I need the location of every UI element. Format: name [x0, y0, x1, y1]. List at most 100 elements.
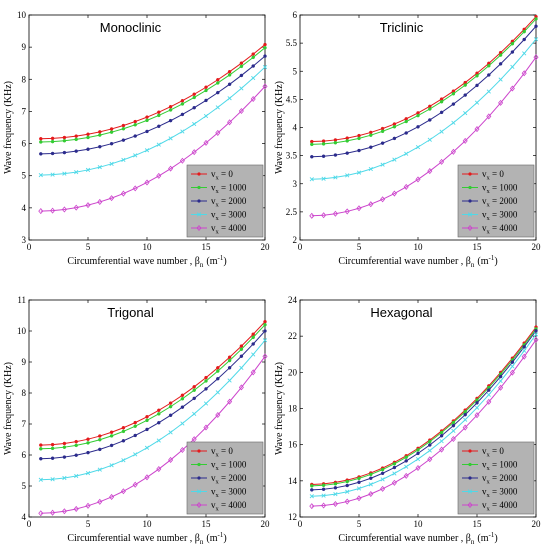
data-point — [415, 145, 421, 150]
data-point — [345, 139, 349, 143]
legend-marker — [197, 185, 201, 190]
data-point — [427, 168, 433, 175]
series-3000 — [309, 332, 539, 499]
data-point — [156, 142, 161, 147]
y-axis-label: Wave frequency (KHz) — [274, 81, 285, 174]
data-point — [216, 81, 220, 85]
data-point — [98, 130, 102, 134]
x-tick-label: 20 — [261, 519, 271, 529]
data-point — [133, 420, 137, 425]
data-point — [333, 482, 338, 486]
y-axis-label: Wave frequency (KHz) — [3, 362, 14, 455]
data-point — [62, 475, 67, 481]
y-axis-label: Wave frequency (KHz) — [3, 81, 14, 174]
series-3000 — [38, 64, 268, 178]
data-point — [263, 54, 267, 58]
legend-box — [186, 164, 264, 238]
series-line — [40, 321, 266, 446]
data-point — [227, 355, 232, 360]
legend-marker — [468, 199, 472, 203]
data-point — [345, 151, 349, 155]
legend-label: vx = 3000 — [482, 210, 518, 223]
data-point — [522, 51, 527, 56]
x-axis-label: Circumferential wave number , βn (m-1) — [67, 254, 226, 269]
data-point — [168, 456, 174, 463]
data-point — [97, 198, 103, 205]
x-tick-label: 20 — [532, 242, 542, 252]
data-point — [404, 459, 408, 463]
x-tick-label: 0 — [298, 519, 303, 529]
data-point — [74, 443, 78, 448]
x-tick-label: 0 — [298, 242, 303, 252]
data-point — [227, 82, 232, 87]
data-point — [427, 137, 432, 142]
data-point — [251, 332, 255, 336]
data-point — [121, 126, 126, 131]
data-point — [533, 336, 539, 343]
data-point — [216, 366, 220, 370]
data-point — [192, 411, 197, 417]
data-point — [133, 424, 137, 428]
data-point — [369, 133, 373, 137]
data-point — [109, 443, 114, 448]
series-1000 — [39, 46, 267, 144]
data-point — [133, 452, 138, 457]
data-point — [157, 124, 161, 129]
data-point — [203, 113, 209, 119]
y-tick-label: 6 — [22, 139, 27, 149]
data-point — [345, 483, 349, 488]
legend-entry: vx = 0 — [191, 169, 233, 182]
data-point — [262, 338, 268, 343]
data-point — [156, 438, 161, 443]
data-point — [121, 157, 126, 163]
data-point — [357, 136, 361, 141]
data-point — [145, 418, 149, 423]
x-tick-label: 15 — [202, 242, 212, 252]
data-point — [121, 123, 126, 128]
data-point — [333, 140, 338, 145]
data-point — [109, 141, 114, 146]
data-point — [427, 456, 433, 463]
data-point — [85, 502, 91, 509]
data-point — [534, 17, 538, 21]
y-tick-label: 6 — [293, 10, 298, 20]
data-point — [510, 50, 515, 54]
data-point — [522, 29, 526, 34]
data-point — [73, 204, 79, 211]
data-point — [333, 486, 338, 490]
y-tick-label: 10 — [17, 326, 27, 336]
data-point — [451, 420, 456, 425]
data-point — [109, 434, 114, 438]
y-tick-label: 5 — [22, 171, 27, 181]
data-point — [475, 74, 479, 78]
legend-label: vx = 2000 — [482, 196, 518, 209]
legend-entry: vx = 4000 — [191, 500, 247, 513]
x-tick-label: 10 — [143, 519, 153, 529]
data-point — [168, 413, 173, 418]
data-point — [427, 448, 432, 453]
x-tick-label: 15 — [202, 519, 212, 529]
data-point — [310, 484, 314, 488]
data-point — [74, 134, 78, 138]
data-point — [239, 354, 244, 358]
legend-marker — [196, 212, 202, 217]
data-point — [168, 104, 173, 109]
data-point — [356, 486, 362, 491]
data-point — [204, 379, 208, 383]
data-point — [251, 55, 255, 60]
data-point — [487, 73, 491, 77]
y-tick-label: 18 — [288, 404, 298, 414]
data-point — [356, 170, 362, 175]
data-point — [309, 177, 314, 182]
data-point — [498, 99, 504, 106]
data-point — [215, 411, 221, 419]
legend-entry: vx = 4000 — [462, 500, 518, 513]
data-point — [321, 176, 326, 181]
data-point — [380, 196, 386, 203]
data-point — [239, 347, 244, 352]
data-point — [380, 162, 385, 167]
data-point — [310, 139, 314, 144]
data-point — [321, 139, 326, 143]
